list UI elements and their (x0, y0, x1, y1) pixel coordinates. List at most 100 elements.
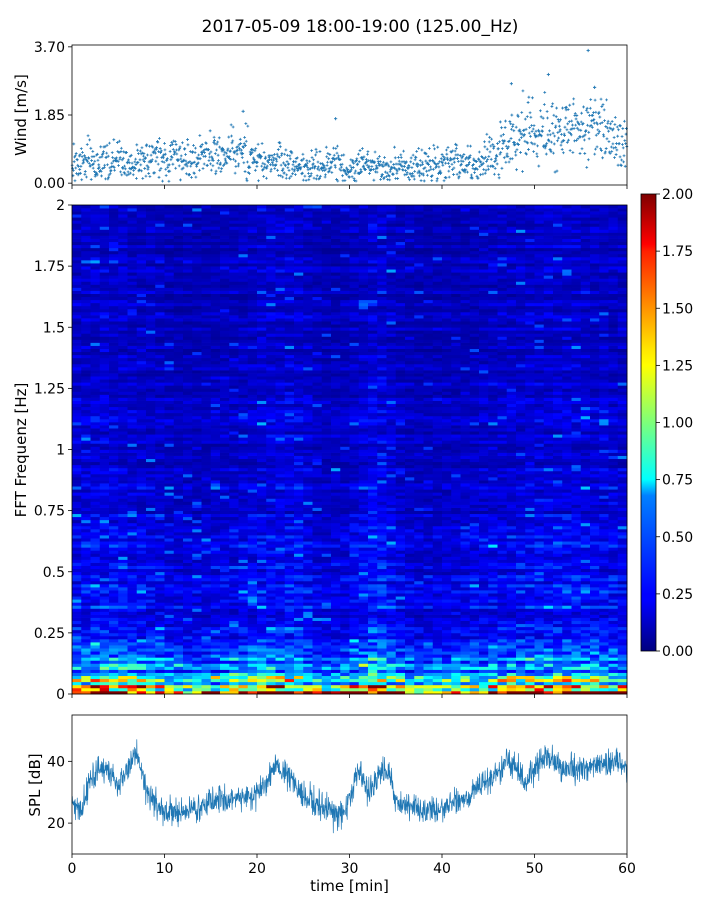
spectrogram-cell (247, 443, 258, 447)
wind-point (563, 134, 566, 137)
spectrogram-cell (81, 232, 91, 236)
spectrogram-cell (183, 461, 193, 466)
wind-point (405, 171, 409, 174)
spectrogram-cell (220, 470, 230, 475)
spectrogram-cell (257, 626, 267, 631)
spectrogram-cell (201, 648, 212, 652)
spectrogram-cell (155, 333, 165, 337)
spectrogram-cell (183, 391, 193, 395)
spectrogram-cell (109, 406, 119, 411)
spectrogram-cell (90, 315, 101, 319)
wind-point (616, 163, 620, 167)
spectrogram-cell (136, 366, 147, 371)
wind-point (362, 155, 366, 159)
wind-point (174, 143, 178, 146)
wind-point (284, 164, 287, 168)
spectrogram-cell (229, 379, 239, 383)
spectrogram-cell (81, 220, 91, 224)
spectrogram-cell (266, 394, 276, 398)
spectrogram-cell (99, 238, 110, 243)
spectrogram-cell (127, 492, 138, 496)
spectrogram-cell (201, 666, 212, 670)
wind-point (263, 162, 267, 166)
spectrogram-cell (118, 635, 128, 640)
wind-point (212, 140, 216, 144)
wind-x-ticks (71, 185, 628, 189)
spectrogram-cell (220, 379, 230, 383)
spectrogram-cell (164, 614, 175, 618)
spectrogram-cell (192, 260, 202, 264)
spectrogram-cell (220, 418, 230, 423)
wind-point (589, 98, 593, 102)
spectrogram-cell (229, 690, 239, 695)
spectrogram-cell (90, 357, 101, 362)
spectrogram-cell (127, 473, 138, 478)
spectrogram-cell (164, 376, 175, 380)
wind-point (309, 167, 312, 171)
spectrogram-cell (127, 275, 138, 279)
wind-point (509, 122, 513, 126)
spectrogram-cell (210, 541, 221, 545)
spectrogram-cell (81, 293, 91, 298)
wind-point (308, 159, 312, 163)
wind-point (529, 134, 532, 138)
spectrogram-cell (164, 391, 175, 395)
spectrogram-cell (164, 538, 175, 542)
wind-point (535, 155, 539, 158)
wind-point (589, 124, 593, 127)
spectrogram-cell (136, 379, 147, 383)
spectrogram-cell (173, 293, 184, 298)
spectrogram-cell (247, 541, 258, 545)
spectrogram-cell (220, 275, 230, 279)
spectrogram-cell (173, 620, 184, 625)
wind-point (506, 155, 510, 158)
spectrogram-cell (173, 455, 184, 460)
spectrogram-cell (81, 330, 91, 334)
wind-point (310, 149, 314, 153)
spectrogram-cell (99, 574, 110, 579)
spectrogram-cell (183, 516, 193, 521)
spectrogram-cell (155, 278, 165, 282)
wind-point (525, 152, 528, 156)
spectrogram-cell (173, 452, 184, 456)
spectrogram-cell (109, 354, 119, 359)
wind-point (202, 162, 206, 166)
wind-point (596, 132, 600, 135)
spectrogram-cell (109, 684, 119, 689)
spectrogram-cell (173, 440, 184, 444)
spectrogram-cell (173, 501, 184, 505)
spectrogram-cell (118, 351, 128, 356)
spectrogram-cell (247, 205, 258, 209)
spectrogram-cell (266, 556, 276, 560)
spectrogram-cell (81, 394, 91, 398)
spectrogram-cell (220, 541, 230, 545)
spectrogram-cell (81, 305, 91, 310)
spectrogram-cell (201, 437, 212, 441)
spectrogram-cell (201, 629, 212, 634)
spectrogram-cell (72, 370, 82, 374)
spectrogram-cell (210, 293, 221, 298)
spectrogram-cell (164, 223, 175, 227)
spectrogram-cell (183, 327, 193, 331)
spectrogram-cell (229, 687, 239, 692)
wind-point (452, 160, 456, 164)
spectrogram-cell (266, 446, 276, 450)
spectrogram-cell (164, 492, 175, 496)
spectrogram-cell (173, 406, 184, 411)
spectrogram-cell (183, 458, 193, 463)
spectrogram-cell (72, 278, 82, 282)
spectrogram-cell (229, 403, 239, 408)
spectrogram-cell (146, 351, 156, 356)
spectrogram-cell (238, 617, 249, 621)
spectrogram-cell (90, 532, 101, 536)
wind-point (489, 157, 493, 161)
spectrogram-cell (90, 498, 101, 502)
spectrogram-cell (155, 565, 165, 570)
wind-point (239, 142, 243, 145)
spectrogram-cell (210, 370, 221, 374)
spectrogram-cell (90, 669, 101, 673)
wind-point (290, 151, 294, 155)
spectrogram-cell (164, 348, 175, 353)
spectrogram-cell (99, 483, 110, 487)
spectrogram-cell (109, 574, 119, 579)
